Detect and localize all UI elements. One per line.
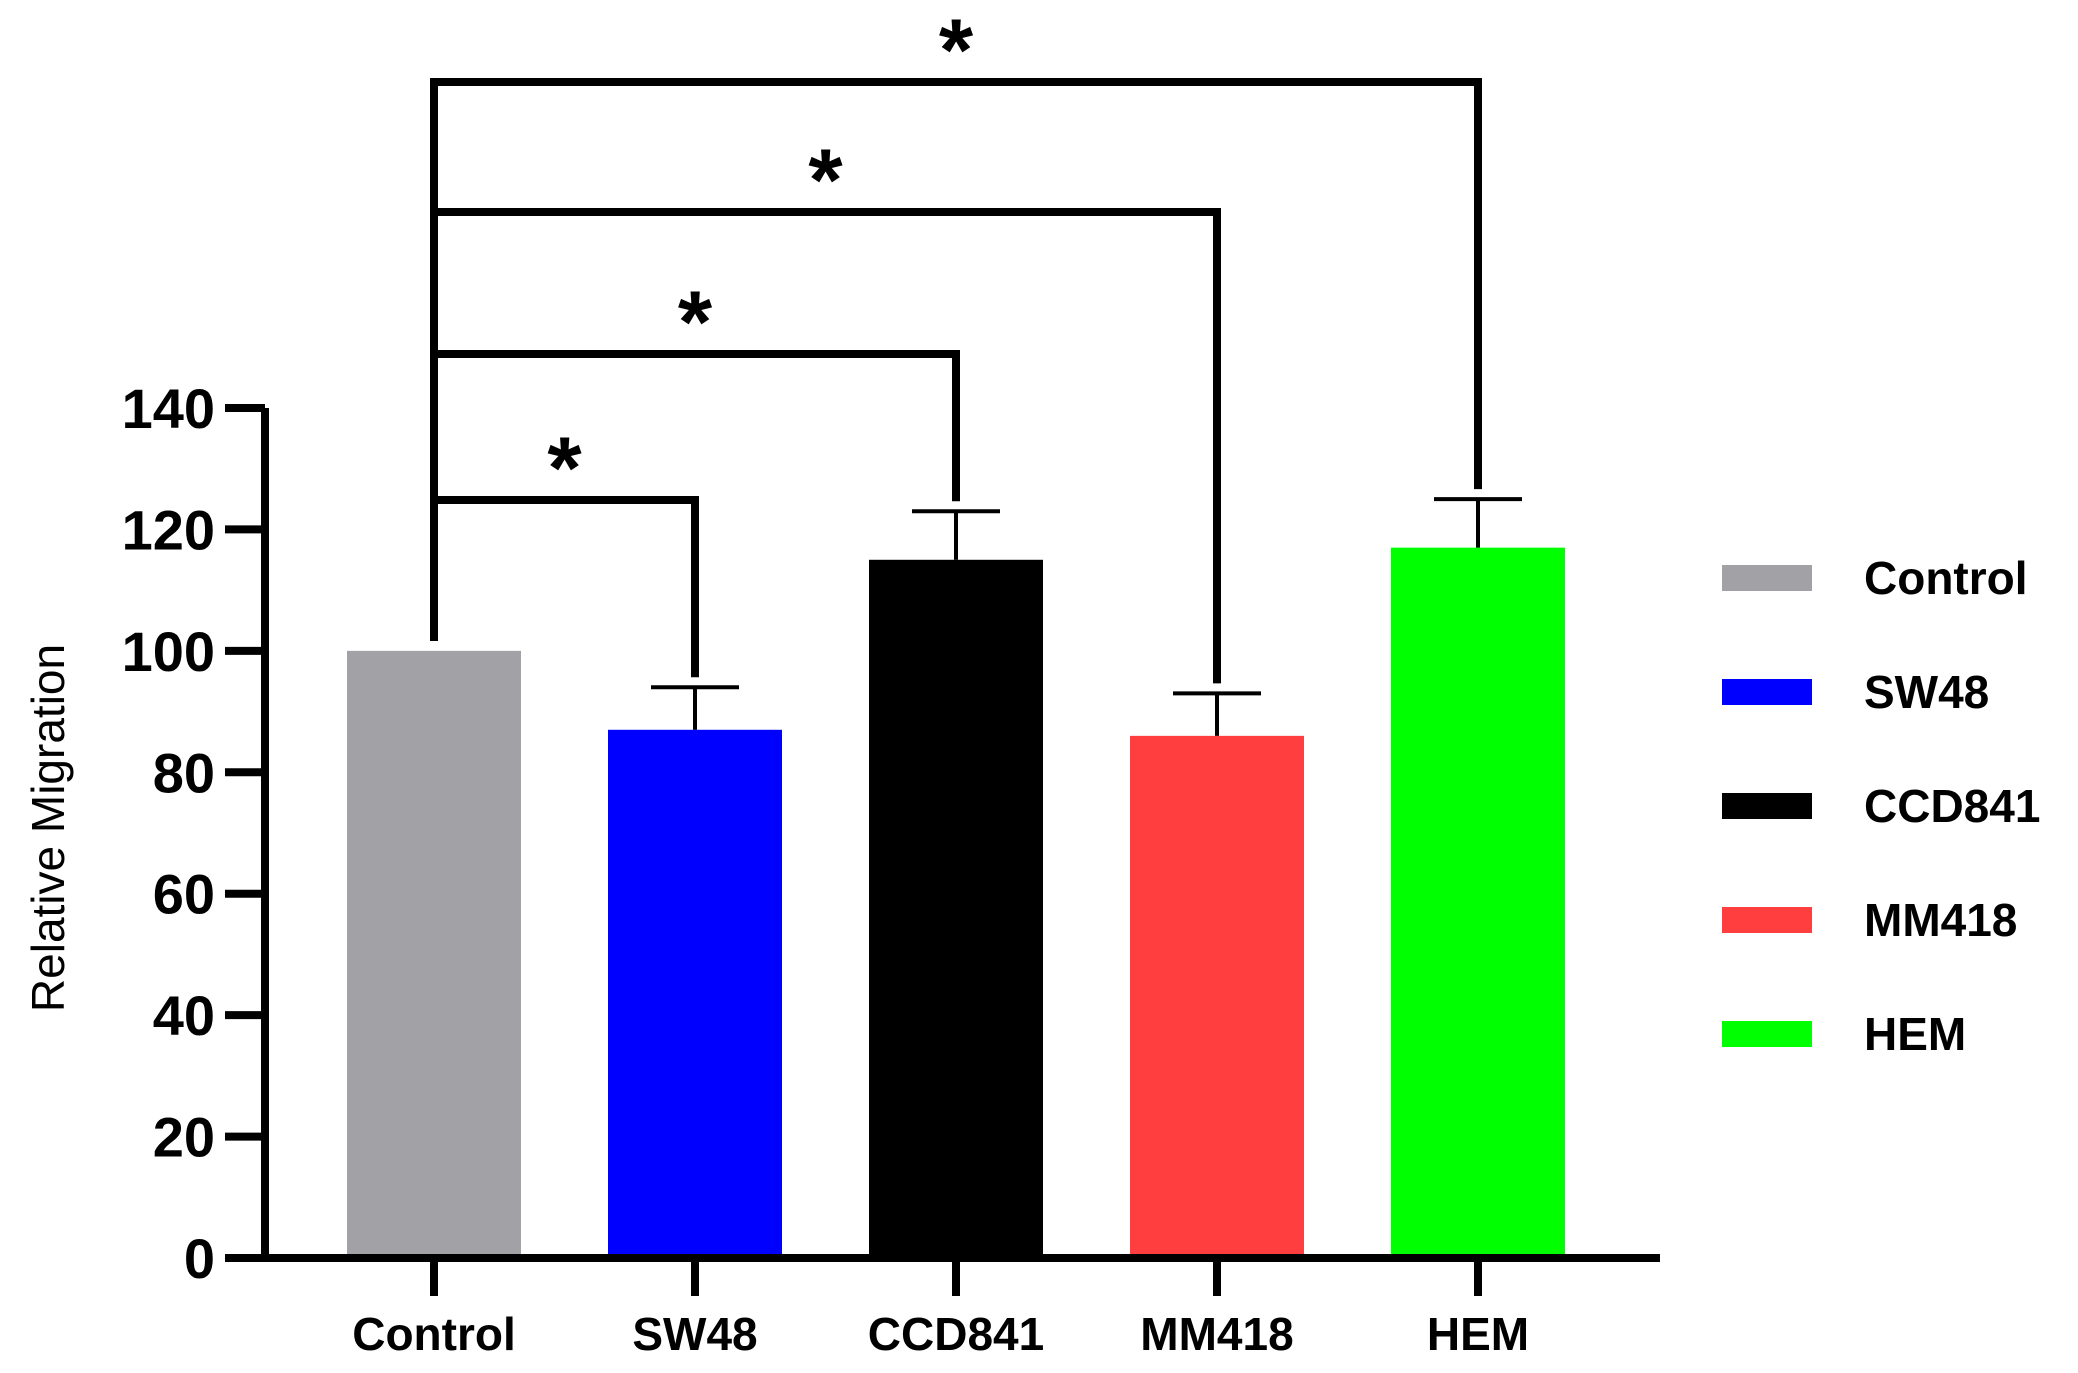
legend-label: Control bbox=[1864, 552, 2028, 604]
legend-item-mm418: MM418 bbox=[1722, 894, 2017, 946]
bars bbox=[347, 547, 1565, 1258]
y-tick-label: 60 bbox=[153, 863, 215, 926]
x-tick-label: CCD841 bbox=[868, 1308, 1044, 1360]
legend-swatch bbox=[1722, 1021, 1812, 1047]
y-tick-label: 40 bbox=[153, 984, 215, 1047]
significance-bracket-hem: * bbox=[430, 0, 1482, 641]
y-tick-label: 0 bbox=[184, 1227, 215, 1290]
legend-label: SW48 bbox=[1864, 666, 1989, 718]
y-axis-label: Relative Migration bbox=[22, 644, 74, 1012]
legend-swatch bbox=[1722, 793, 1812, 819]
legend-item-control: Control bbox=[1722, 552, 2028, 604]
significance-star: * bbox=[939, 0, 974, 99]
legend-label: HEM bbox=[1864, 1008, 1966, 1060]
significance-bracket-mm418: * bbox=[430, 130, 1221, 684]
x-tick-label: HEM bbox=[1427, 1308, 1529, 1360]
error-bar-hem bbox=[1434, 497, 1522, 548]
legend-label: CCD841 bbox=[1864, 780, 2040, 832]
y-tick-label: 100 bbox=[122, 620, 215, 683]
x-tick-label: Control bbox=[352, 1308, 516, 1360]
bar-ccd841 bbox=[869, 559, 1043, 1258]
y-tick-label: 20 bbox=[153, 1106, 215, 1169]
x-ticks: Control SW48 CCD841 MM418 HEM bbox=[352, 1258, 1529, 1360]
error-bar-mm418 bbox=[1173, 691, 1261, 736]
significance-star: * bbox=[678, 272, 713, 371]
y-ticks: 0 20 40 60 80 100 120 140 bbox=[122, 377, 265, 1290]
significance-brackets: * * * * bbox=[430, 0, 1482, 684]
y-tick-label: 120 bbox=[122, 498, 215, 561]
legend-label: MM418 bbox=[1864, 894, 2017, 946]
significance-bracket-sw48: * bbox=[430, 418, 699, 678]
bar-sw48 bbox=[608, 729, 782, 1258]
legend: Control SW48 CCD841 MM418 HEM bbox=[1722, 552, 2040, 1060]
bar-mm418 bbox=[1130, 735, 1304, 1258]
legend-swatch bbox=[1722, 907, 1812, 933]
bar-control bbox=[347, 650, 521, 1258]
x-tick-label: SW48 bbox=[632, 1308, 757, 1360]
y-tick-label: 80 bbox=[153, 741, 215, 804]
x-tick-label: MM418 bbox=[1140, 1308, 1293, 1360]
bar-hem bbox=[1391, 547, 1565, 1258]
error-bar-ccd841 bbox=[912, 509, 1000, 560]
error-bar-sw48 bbox=[651, 685, 739, 730]
legend-swatch bbox=[1722, 565, 1812, 591]
legend-swatch bbox=[1722, 679, 1812, 705]
significance-star: * bbox=[808, 130, 843, 229]
significance-star: * bbox=[547, 418, 582, 517]
legend-item-sw48: SW48 bbox=[1722, 666, 1989, 718]
error-bars bbox=[651, 497, 1522, 736]
legend-item-ccd841: CCD841 bbox=[1722, 780, 2040, 832]
y-tick-label: 140 bbox=[122, 377, 215, 440]
axes bbox=[261, 408, 1660, 1262]
legend-item-hem: HEM bbox=[1722, 1008, 1966, 1060]
